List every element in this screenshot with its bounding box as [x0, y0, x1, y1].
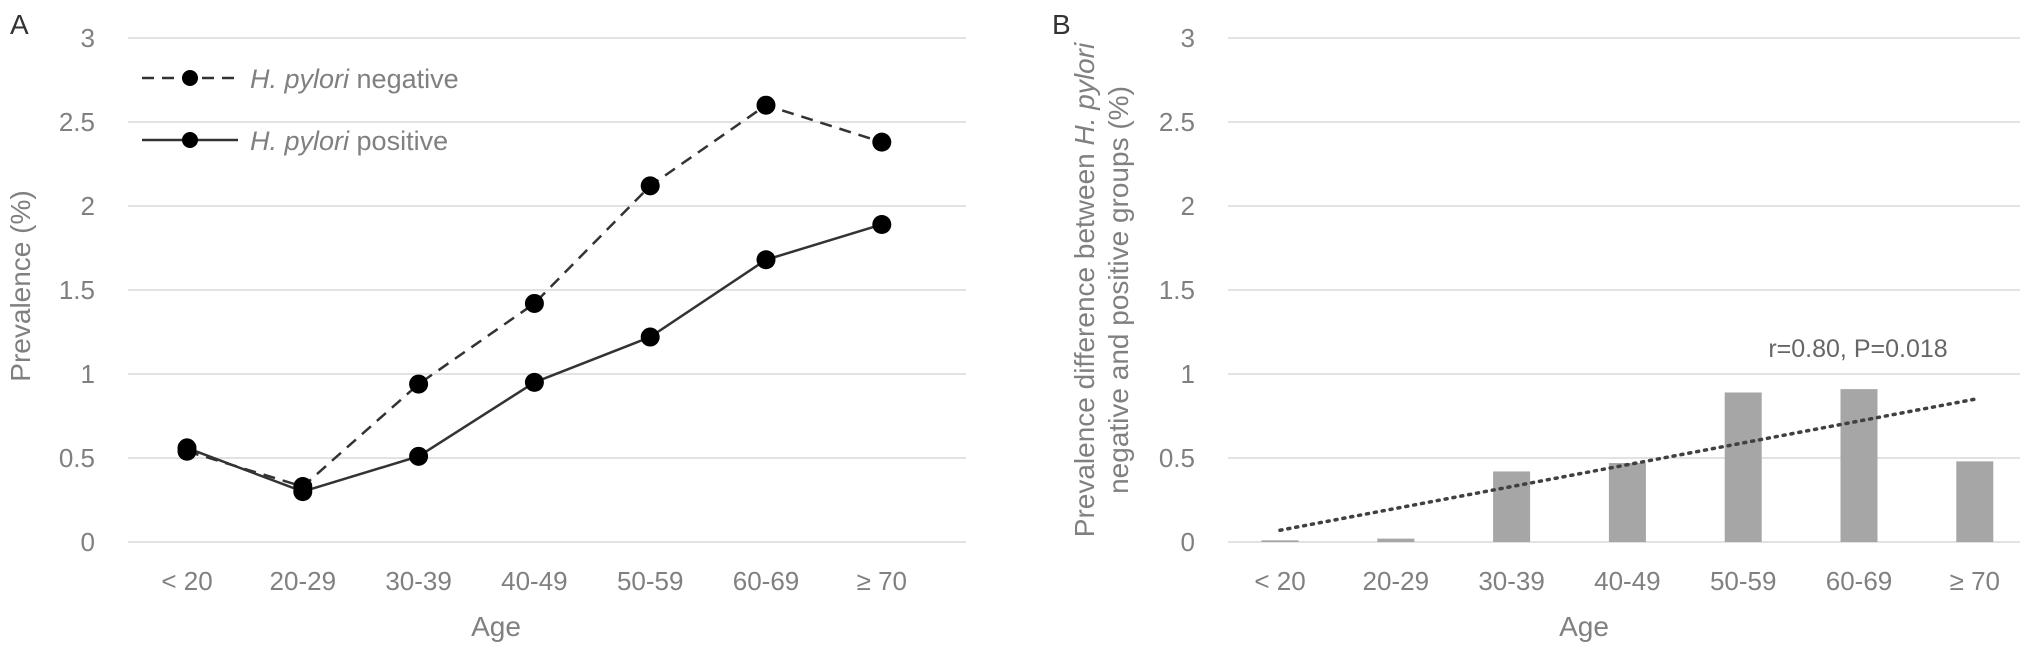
panel-a-y-ticks: 0 0.5 1 1.5 2 2.5 3	[59, 23, 95, 557]
panel-b-y-tick-label: 0.5	[1159, 443, 1195, 473]
panel-b-y-tick-label: 1.5	[1159, 275, 1195, 305]
panel-b-y-tick-label: 2	[1181, 191, 1195, 221]
panel-b-y-tick-label: 0	[1181, 527, 1195, 557]
panel-a-x-ticks: < 20 20-29 30-39 40-49 50-59 60-69 ≥ 70	[161, 566, 907, 596]
panel-a-y-tick-label: 1.5	[59, 275, 95, 305]
point-positive	[524, 372, 544, 392]
panel-a-y-tick-label: 3	[81, 23, 95, 53]
panel-b-x-tick-label: 30-39	[1478, 566, 1545, 596]
series-line-positive	[186, 223, 883, 493]
panel-b-trend	[1278, 397, 1977, 532]
bar	[1724, 392, 1762, 542]
point-positive	[293, 482, 313, 502]
panel-a-series	[177, 95, 892, 502]
panel-a-y-tick-label: 1	[81, 359, 95, 389]
panel-b-x-tick-label: 60-69	[1826, 566, 1893, 596]
panel-a-x-axis-title: Age	[471, 611, 521, 642]
point-negative	[409, 374, 429, 394]
panel-b-x-axis-title: Age	[1559, 611, 1609, 642]
point-negative	[872, 132, 892, 152]
legend-label-negative-italic: H. pylori	[250, 64, 350, 94]
panel-b-y-axis-title-line1-pre: Prevalence difference between	[1069, 145, 1100, 537]
point-positive	[872, 214, 892, 234]
bar	[1377, 538, 1415, 542]
trend-line	[1278, 397, 1977, 532]
panel-a-x-tick-label: 20-29	[270, 566, 337, 596]
panel-b-y-tick-label: 2.5	[1159, 107, 1195, 137]
panel-a-y-tick-label: 0	[81, 527, 95, 557]
panel-a-x-tick-label: 50-59	[617, 566, 684, 596]
bar	[1840, 389, 1878, 542]
legend-label-negative: H. pylori negative	[250, 64, 459, 94]
panel-a-x-tick-label: 40-49	[501, 566, 568, 596]
point-positive	[409, 446, 429, 466]
bar	[1608, 463, 1646, 542]
panel-b-x-tick-label: 20-29	[1363, 566, 1430, 596]
panel-a-x-tick-label: 60-69	[733, 566, 800, 596]
point-negative	[524, 293, 544, 313]
point-positive	[640, 327, 660, 347]
panel-b-x-tick-label: ≥ 70	[1950, 566, 2000, 596]
panel-b: B 0 0.5 1 1.5 2 2.5 3 < 20 20-29 30-39 40-49 50-59…	[1052, 9, 2020, 642]
panel-b-y-tick-label: 1	[1181, 359, 1195, 389]
panel-a-y-tick-label: 2.5	[59, 107, 95, 137]
point-negative	[756, 95, 776, 115]
panel-b-label: B	[1052, 9, 1071, 40]
panel-a-label: A	[10, 9, 29, 40]
panel-a-x-tick-label: < 20	[161, 566, 212, 596]
panel-b-bars	[1261, 389, 1994, 542]
bar	[1493, 471, 1531, 542]
legend-label-positive-rest: positive	[349, 126, 448, 156]
panel-a-x-tick-label: ≥ 70	[857, 566, 907, 596]
panel-a-grid	[128, 37, 966, 543]
legend-label-negative-rest: negative	[349, 64, 459, 94]
point-positive	[177, 438, 197, 458]
legend-item-positive: H. pylori positive	[142, 126, 448, 156]
legend-item-negative: H. pylori negative	[142, 64, 459, 94]
panel-a-legend: H. pylori negative H. pylori positive	[142, 64, 459, 156]
panel-a-x-tick-label: 30-39	[385, 566, 452, 596]
legend-label-positive: H. pylori positive	[250, 126, 448, 156]
point-positive	[756, 250, 776, 270]
panel-a-y-tick-label: 2	[81, 191, 95, 221]
panel-a-y-tick-label: 0.5	[59, 443, 95, 473]
panel-b-x-tick-label: < 20	[1254, 566, 1305, 596]
panel-a-y-axis-title: Prevalence (%)	[5, 190, 36, 381]
panel-b-x-tick-label: 50-59	[1710, 566, 1777, 596]
legend-marker-negative	[182, 70, 198, 86]
panel-b-correlation-annotation: r=0.80, P=0.018	[1768, 335, 1947, 363]
panel-b-x-tick-label: 40-49	[1594, 566, 1661, 596]
bar	[1261, 540, 1299, 542]
bar	[1956, 461, 1994, 542]
legend-label-positive-italic: H. pylori	[250, 126, 350, 156]
panel-b-y-tick-label: 3	[1181, 23, 1195, 53]
panel-b-y-axis-title-line1-italic: H. pylori	[1069, 42, 1100, 145]
panel-b-y-axis-title-line1: Prevalence difference between H. pylori	[1069, 42, 1100, 537]
panel-b-y-ticks: 0 0.5 1 1.5 2 2.5 3	[1159, 23, 1195, 557]
legend-marker-positive	[182, 132, 198, 148]
panel-b-y-axis-title-line2: negative and positive groups (%)	[1103, 86, 1134, 494]
panel-b-x-ticks: < 20 20-29 30-39 40-49 50-59 60-69 ≥ 70	[1254, 566, 2000, 596]
point-negative	[640, 176, 660, 196]
panel-a: A 0 0.5 1 1.5 2 2.5 3 < 20 20-29 30-39 40-49 50-59…	[5, 9, 966, 642]
